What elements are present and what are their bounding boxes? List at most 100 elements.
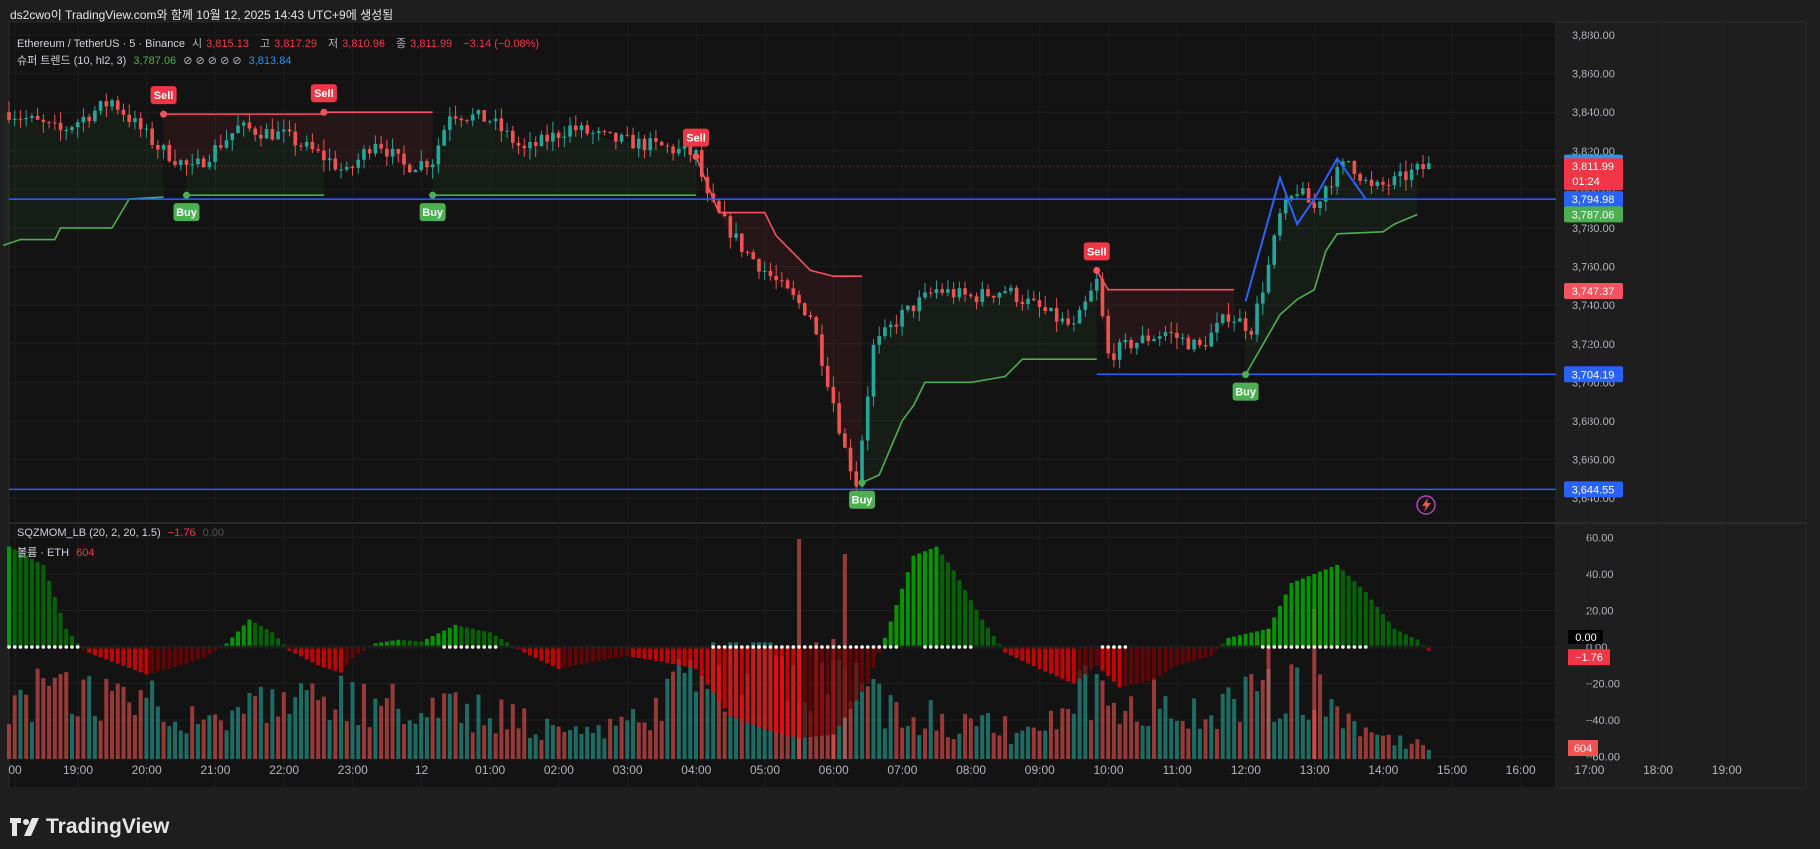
buy-signal[interactable]: Buy <box>1232 371 1259 401</box>
candle-up <box>1163 332 1168 337</box>
momentum-bar-positive <box>459 626 464 647</box>
momentum-bar-negative <box>167 647 172 669</box>
momentum-bar-positive <box>487 632 492 647</box>
squeeze-off-dot <box>545 645 549 649</box>
volume-bar <box>1123 710 1128 759</box>
volume-bar <box>1335 706 1340 759</box>
candle-down <box>1203 345 1208 347</box>
price-axis-tag-text: 3,704.19 <box>1572 369 1615 381</box>
volume-bar <box>705 688 710 759</box>
momentum-bar-negative <box>316 647 321 666</box>
momentum-bar-positive <box>52 596 57 647</box>
buy-signal[interactable]: Buy <box>173 191 200 222</box>
candle-down <box>150 128 154 145</box>
momentum-bar-negative <box>716 647 721 701</box>
sqz-label[interactable]: SQZMOM_LB (20, 2, 20, 1.5) <box>17 527 161 539</box>
time-tick-label: 15:00 <box>1437 763 1467 777</box>
candle-down <box>115 100 120 110</box>
candle-up <box>1049 307 1053 312</box>
candle-up <box>344 167 349 170</box>
squeeze-on-dot <box>711 645 715 649</box>
volume-bar <box>1375 734 1380 759</box>
squeeze-on-dot <box>1312 645 1317 649</box>
buy-signal[interactable]: Buy <box>849 479 876 509</box>
volume-bar <box>1140 725 1145 759</box>
momentum-bar-negative <box>819 647 824 736</box>
candle-up <box>1077 309 1082 324</box>
squeeze-off-dot <box>276 645 280 649</box>
candle-up <box>327 158 332 161</box>
squeeze-on-dot <box>923 645 927 649</box>
alert-lightning-icon[interactable] <box>1416 495 1436 515</box>
squeeze-off-dot <box>539 645 544 649</box>
volume-bar <box>505 729 510 759</box>
squeeze-off-dot <box>1089 645 1093 649</box>
volume-bar <box>413 723 418 759</box>
candle-down <box>1226 314 1231 322</box>
squeeze-off-dot <box>247 645 252 649</box>
price-axis-tag-text: 3,747.37 <box>1572 286 1615 298</box>
price-axis-tag-text: 3,811.99 <box>1572 161 1614 173</box>
momentum-bar-negative <box>1083 647 1088 675</box>
squeeze-on-dot <box>751 645 756 649</box>
symbol-label[interactable]: Ethereum / TetherUS · 5 · Binance <box>17 38 185 50</box>
sell-signal[interactable]: Sell <box>310 84 337 116</box>
volume-bar <box>298 683 303 759</box>
squeeze-off-dot <box>413 645 418 649</box>
squeeze-on-dot <box>1278 645 1282 649</box>
momentum-bar-negative <box>81 647 86 651</box>
signal-badge <box>1232 382 1259 401</box>
squeeze-off-dot <box>219 645 223 649</box>
zigzag-line <box>1244 156 1367 302</box>
candle-down <box>837 403 841 434</box>
candle-down <box>969 294 973 297</box>
volume-bar <box>1106 705 1111 759</box>
momentum-bar-negative <box>144 647 149 675</box>
sell-signal[interactable]: Sell <box>683 128 709 161</box>
squeeze-off-dot <box>1192 645 1196 649</box>
time-tick-label: 00 <box>8 763 22 777</box>
momentum-bar-positive <box>1226 637 1231 647</box>
price-tick-label: 3,740.00 <box>1572 300 1615 312</box>
momentum-bar-positive <box>29 558 34 647</box>
time-tick-label: 19:00 <box>1712 763 1742 777</box>
squeeze-off-dot <box>1255 645 1259 649</box>
squeeze-off-dot <box>1186 645 1191 649</box>
momentum-bar-negative <box>734 647 739 719</box>
volume-bar <box>247 692 252 759</box>
candle-down <box>1106 315 1110 354</box>
candle-down <box>453 116 458 119</box>
price-axis-tag <box>1564 206 1623 223</box>
candle-up <box>64 130 69 132</box>
momentum-bar-negative <box>1071 647 1076 684</box>
momentum-bar-positive <box>35 561 40 647</box>
candle-down <box>18 118 23 120</box>
volume-bar <box>1094 673 1099 759</box>
candle-up <box>877 336 881 345</box>
candle-up <box>1209 332 1214 347</box>
sell-signal[interactable]: Sell <box>150 86 177 118</box>
candle-up <box>161 144 166 150</box>
squeeze-off-dot <box>362 645 366 649</box>
momentum-bar-negative <box>556 647 561 669</box>
squeeze-off-dot <box>917 645 922 649</box>
tradingview-logo[interactable]: TradingView <box>10 815 169 839</box>
volume-bar <box>522 708 527 759</box>
momentum-bar-negative <box>1203 647 1208 658</box>
sell-signal[interactable]: Sell <box>1083 242 1110 274</box>
buy-signal[interactable]: Buy <box>419 191 446 222</box>
supertrend-label[interactable]: 슈퍼 트렌드 (10, hl2, 3) <box>17 55 127 67</box>
volume-bar <box>253 695 258 759</box>
squeeze-on-dot <box>717 645 721 649</box>
momentum-bar-positive <box>47 580 52 647</box>
volume-label[interactable]: 볼륨 · ETH <box>17 547 70 559</box>
volume-bar <box>396 708 401 759</box>
momentum-bar-negative <box>110 647 115 662</box>
squeeze-off-dot <box>385 645 389 649</box>
volume-bar <box>1306 719 1311 759</box>
candle-up <box>1135 342 1139 349</box>
momentum-value-tag-text: −1.76 <box>1575 652 1603 664</box>
volume-bar <box>350 681 355 759</box>
momentum-bar-positive <box>407 640 412 647</box>
